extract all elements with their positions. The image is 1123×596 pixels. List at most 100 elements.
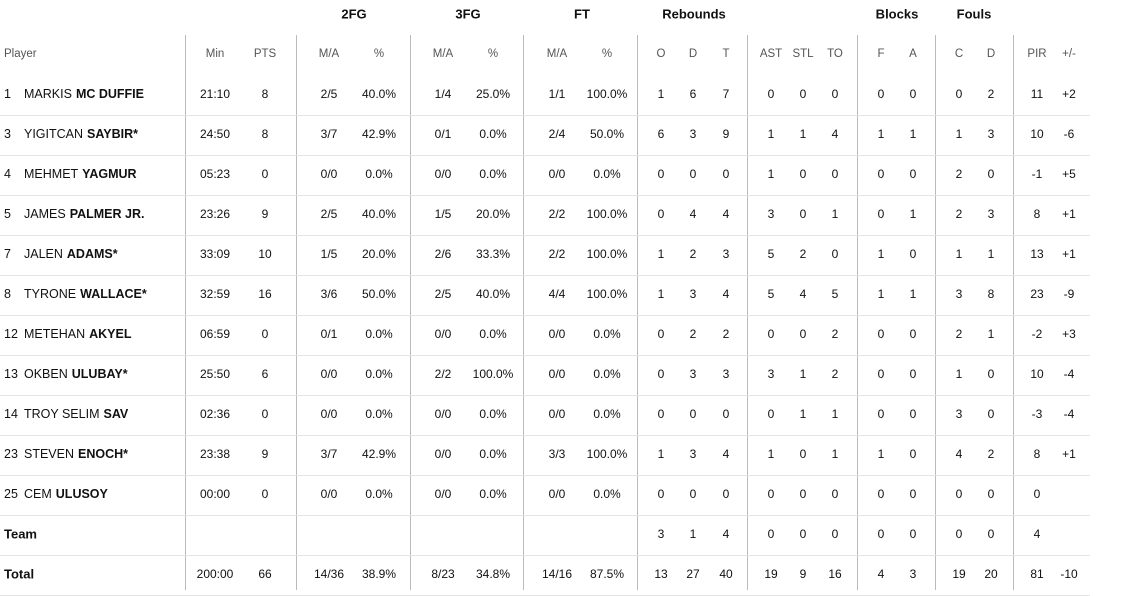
stat-cell: 0 bbox=[722, 407, 730, 421]
stat-cell: 0 bbox=[767, 327, 775, 341]
player-name: TROY SELIM SAV bbox=[24, 407, 128, 421]
stat-cell: 0 bbox=[909, 247, 917, 261]
stat-cell: -6 bbox=[1063, 127, 1075, 141]
stat-cell: 3 bbox=[767, 207, 775, 221]
stat-cell: 0 bbox=[831, 247, 839, 261]
row-divider bbox=[0, 395, 1090, 396]
stat-cell: 0 bbox=[955, 87, 963, 101]
stat-cell: 0 bbox=[689, 167, 697, 181]
stat-cell: 10 bbox=[1030, 127, 1044, 141]
column-header: Player bbox=[4, 48, 37, 60]
column-divider bbox=[185, 35, 186, 590]
stat-cell: 4 bbox=[955, 447, 963, 461]
row-divider bbox=[0, 115, 1090, 116]
stat-cell: 0 bbox=[767, 527, 775, 541]
stat-cell: 0/0 bbox=[548, 367, 566, 381]
stat-cell: 2/5 bbox=[320, 87, 338, 101]
row-divider bbox=[0, 155, 1090, 156]
stat-cell: 0 bbox=[909, 167, 917, 181]
stat-cell: 06:59 bbox=[199, 327, 231, 341]
player-name: MEHMET YAGMUR bbox=[24, 167, 137, 181]
stat-cell: 0 bbox=[877, 367, 885, 381]
stat-cell: 0 bbox=[261, 327, 269, 341]
group-header: Blocks bbox=[875, 6, 919, 22]
stat-cell: 40.0% bbox=[361, 87, 397, 101]
stat-cell: 0/0 bbox=[548, 167, 566, 181]
stat-cell: 0 bbox=[261, 167, 269, 181]
stat-cell: 02:36 bbox=[199, 407, 231, 421]
stat-cell: 3/6 bbox=[320, 287, 338, 301]
player-number: 25 bbox=[4, 487, 18, 501]
stat-cell: 20 bbox=[984, 567, 998, 581]
stat-cell: 4 bbox=[722, 287, 730, 301]
stat-cell: 0.0% bbox=[479, 407, 507, 421]
stat-cell: 2/6 bbox=[434, 247, 452, 261]
first-name: METEHAN bbox=[24, 327, 86, 341]
stat-cell: 11 bbox=[1030, 87, 1044, 101]
row-divider bbox=[0, 435, 1090, 436]
stat-cell: 0 bbox=[689, 407, 697, 421]
stat-cell: 0 bbox=[877, 167, 885, 181]
stat-cell: 100.0% bbox=[586, 447, 628, 461]
stat-cell: 23:38 bbox=[199, 447, 231, 461]
stat-cell: 0 bbox=[799, 167, 807, 181]
column-divider bbox=[747, 35, 748, 590]
stat-cell: 1 bbox=[767, 127, 775, 141]
stat-cell: 0/0 bbox=[434, 327, 452, 341]
stat-cell: 13 bbox=[654, 567, 668, 581]
player-number: 23 bbox=[4, 447, 18, 461]
stat-cell: 100.0% bbox=[586, 207, 628, 221]
player-name: TYRONE WALLACE* bbox=[24, 287, 147, 301]
stat-cell: 0 bbox=[689, 487, 697, 501]
stat-cell: 2 bbox=[689, 327, 697, 341]
stat-cell: 0 bbox=[799, 327, 807, 341]
column-divider bbox=[523, 35, 524, 590]
stat-cell: 9 bbox=[722, 127, 730, 141]
stat-cell: 27 bbox=[686, 567, 700, 581]
stat-cell: 1 bbox=[799, 127, 807, 141]
stat-cell: -9 bbox=[1063, 287, 1075, 301]
player-name: STEVEN ENOCH* bbox=[24, 447, 128, 461]
stat-cell: 34.8% bbox=[475, 567, 511, 581]
stat-cell: 0/0 bbox=[434, 447, 452, 461]
last-name: SAYBIR* bbox=[87, 127, 138, 141]
player-number: 8 bbox=[4, 287, 11, 301]
stat-cell: 0.0% bbox=[365, 327, 393, 341]
player-name: JAMES PALMER JR. bbox=[24, 207, 144, 221]
row-divider bbox=[0, 315, 1090, 316]
stat-cell: 3 bbox=[689, 367, 697, 381]
stat-cell: 0 bbox=[657, 487, 665, 501]
stat-cell: 0.0% bbox=[593, 487, 621, 501]
stat-cell: 2/4 bbox=[548, 127, 566, 141]
row-divider bbox=[0, 275, 1090, 276]
player-number: 12 bbox=[4, 327, 18, 341]
stat-cell: 16 bbox=[258, 287, 272, 301]
column-header: D bbox=[688, 48, 698, 60]
stat-cell: 20.0% bbox=[475, 207, 511, 221]
stat-cell: 100.0% bbox=[472, 367, 514, 381]
stat-cell: -3 bbox=[1031, 407, 1043, 421]
group-header: FT bbox=[574, 6, 590, 22]
stat-cell: 1 bbox=[987, 327, 995, 341]
stat-cell: 0.0% bbox=[479, 167, 507, 181]
stat-cell: 9 bbox=[261, 207, 269, 221]
stat-cell: 3 bbox=[689, 127, 697, 141]
stat-cell: 14/16 bbox=[541, 567, 573, 581]
stat-cell: 100.0% bbox=[586, 87, 628, 101]
player-number: 4 bbox=[4, 167, 11, 181]
stat-cell: 0 bbox=[799, 527, 807, 541]
stat-cell: 3 bbox=[722, 367, 730, 381]
stat-cell: 0 bbox=[877, 207, 885, 221]
stat-cell: 0 bbox=[987, 367, 995, 381]
stat-cell: +5 bbox=[1062, 167, 1076, 181]
stat-cell: 8 bbox=[261, 87, 269, 101]
team-label: Team bbox=[4, 526, 37, 542]
stat-cell: 0.0% bbox=[593, 167, 621, 181]
stat-cell: 2 bbox=[831, 367, 839, 381]
stat-cell: 1 bbox=[799, 367, 807, 381]
column-divider bbox=[637, 35, 638, 590]
stat-cell: 0 bbox=[909, 367, 917, 381]
row-divider bbox=[0, 515, 1090, 516]
stat-cell: 16 bbox=[828, 567, 842, 581]
player-number: 7 bbox=[4, 247, 11, 261]
